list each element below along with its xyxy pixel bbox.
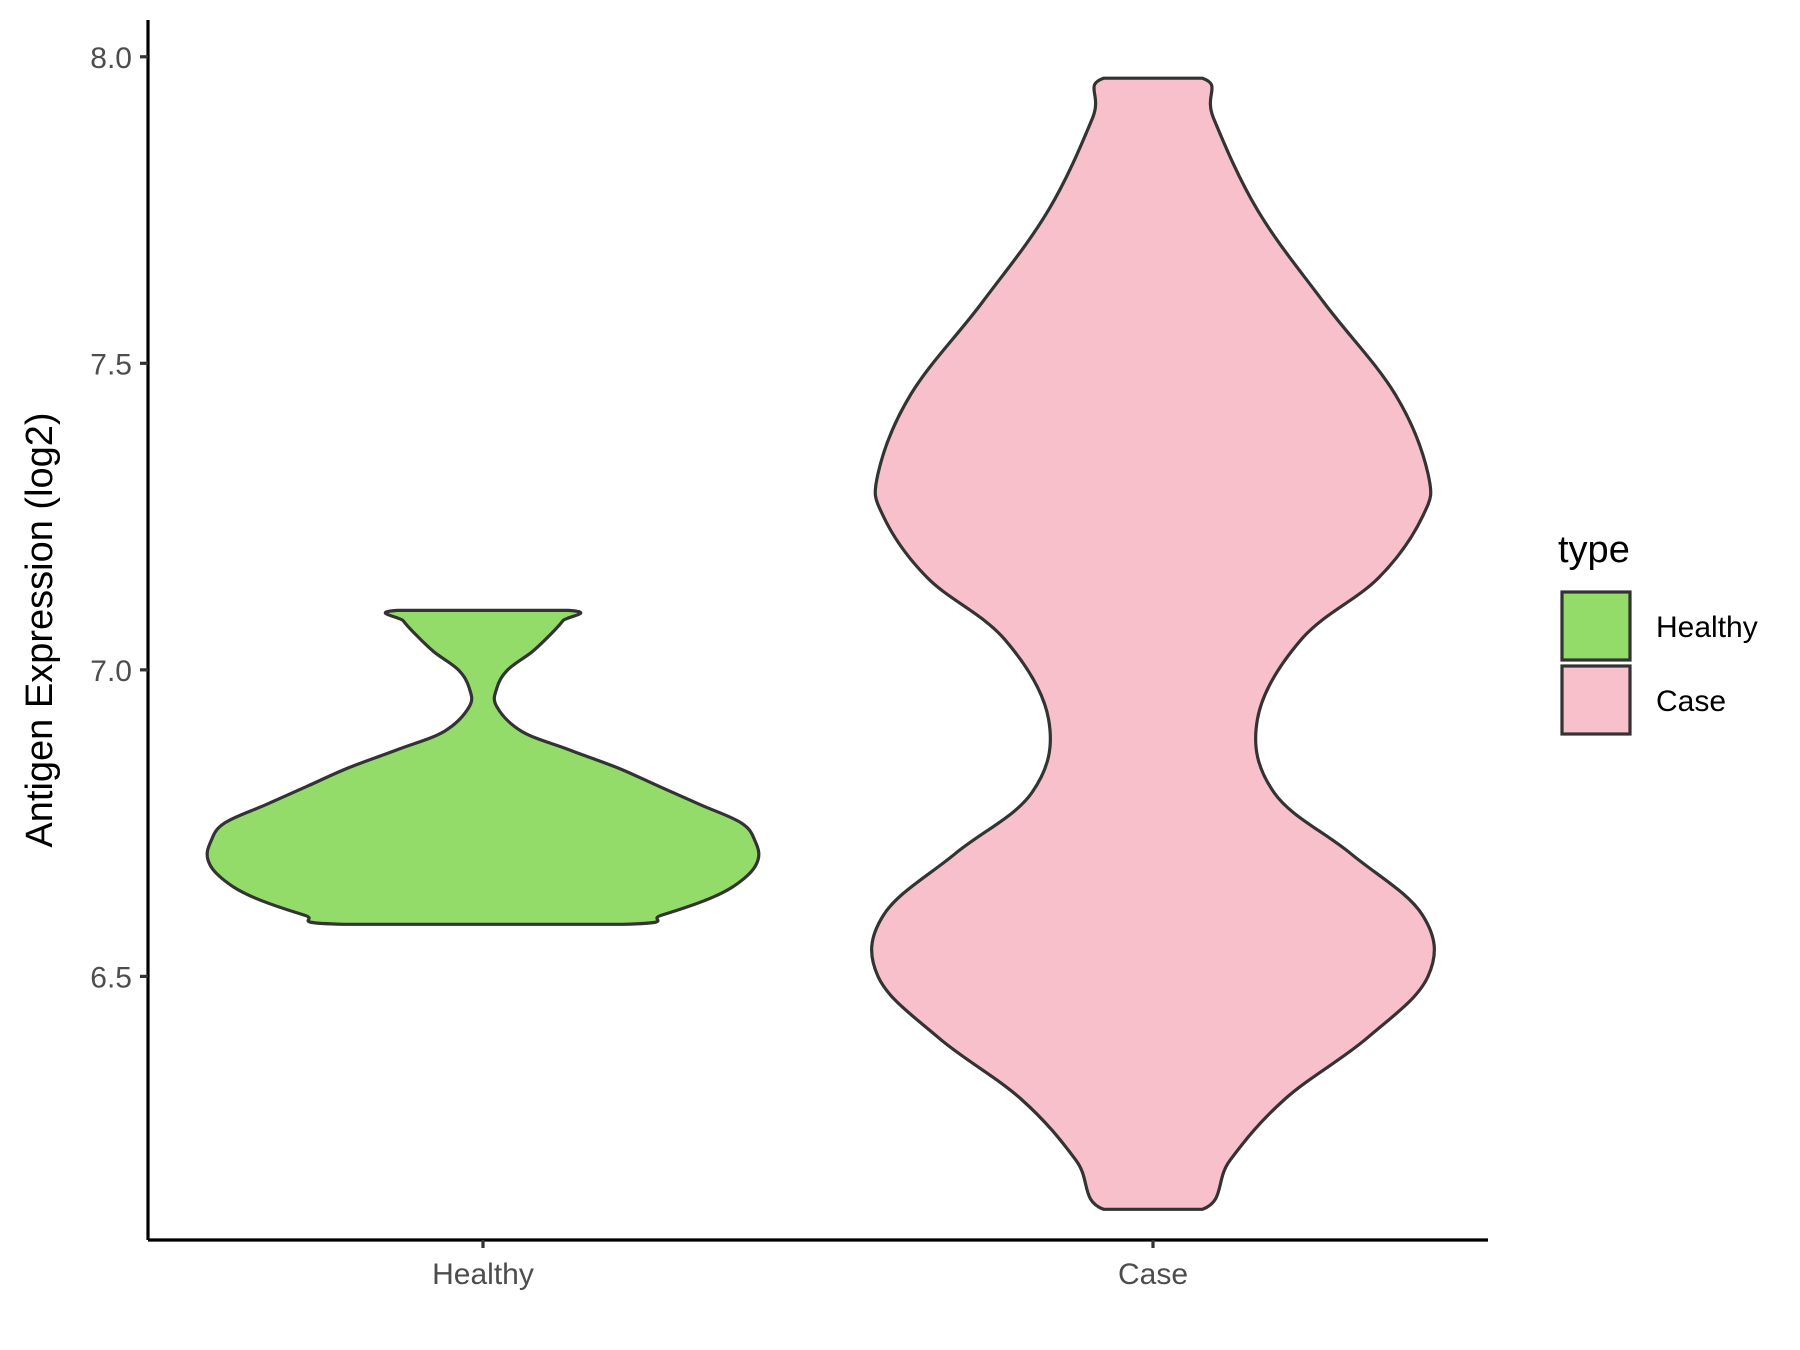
violin-healthy [205,608,761,926]
y-tick-label-7-5: 7.5 [90,348,132,381]
y-tick-label-6-5: 6.5 [90,961,132,994]
y-tick-label-7-0: 7.0 [90,655,132,688]
violin-case [870,76,1436,1211]
violin-layer [205,76,1436,1211]
legend: type Healthy Case [1558,529,1758,736]
x-axis: Healthy Case [148,1238,1488,1291]
legend-title: type [1558,529,1630,571]
legend-label-case: Case [1656,685,1726,718]
legend-key-healthy [1560,590,1632,662]
x-tick-label-case: Case [1118,1258,1188,1291]
y-axis: 6.5 7.0 7.5 8.0 [90,20,150,1240]
legend-key-case [1560,664,1632,736]
legend-label-healthy: Healthy [1656,611,1758,644]
plot-area: 6.5 7.0 7.5 8.0 Healthy Case [90,20,1488,1291]
y-tick-label-8-0: 8.0 [90,42,132,75]
y-axis-title: Antigen Expression (log2) [19,412,61,847]
x-tick-label-healthy: Healthy [432,1258,534,1291]
